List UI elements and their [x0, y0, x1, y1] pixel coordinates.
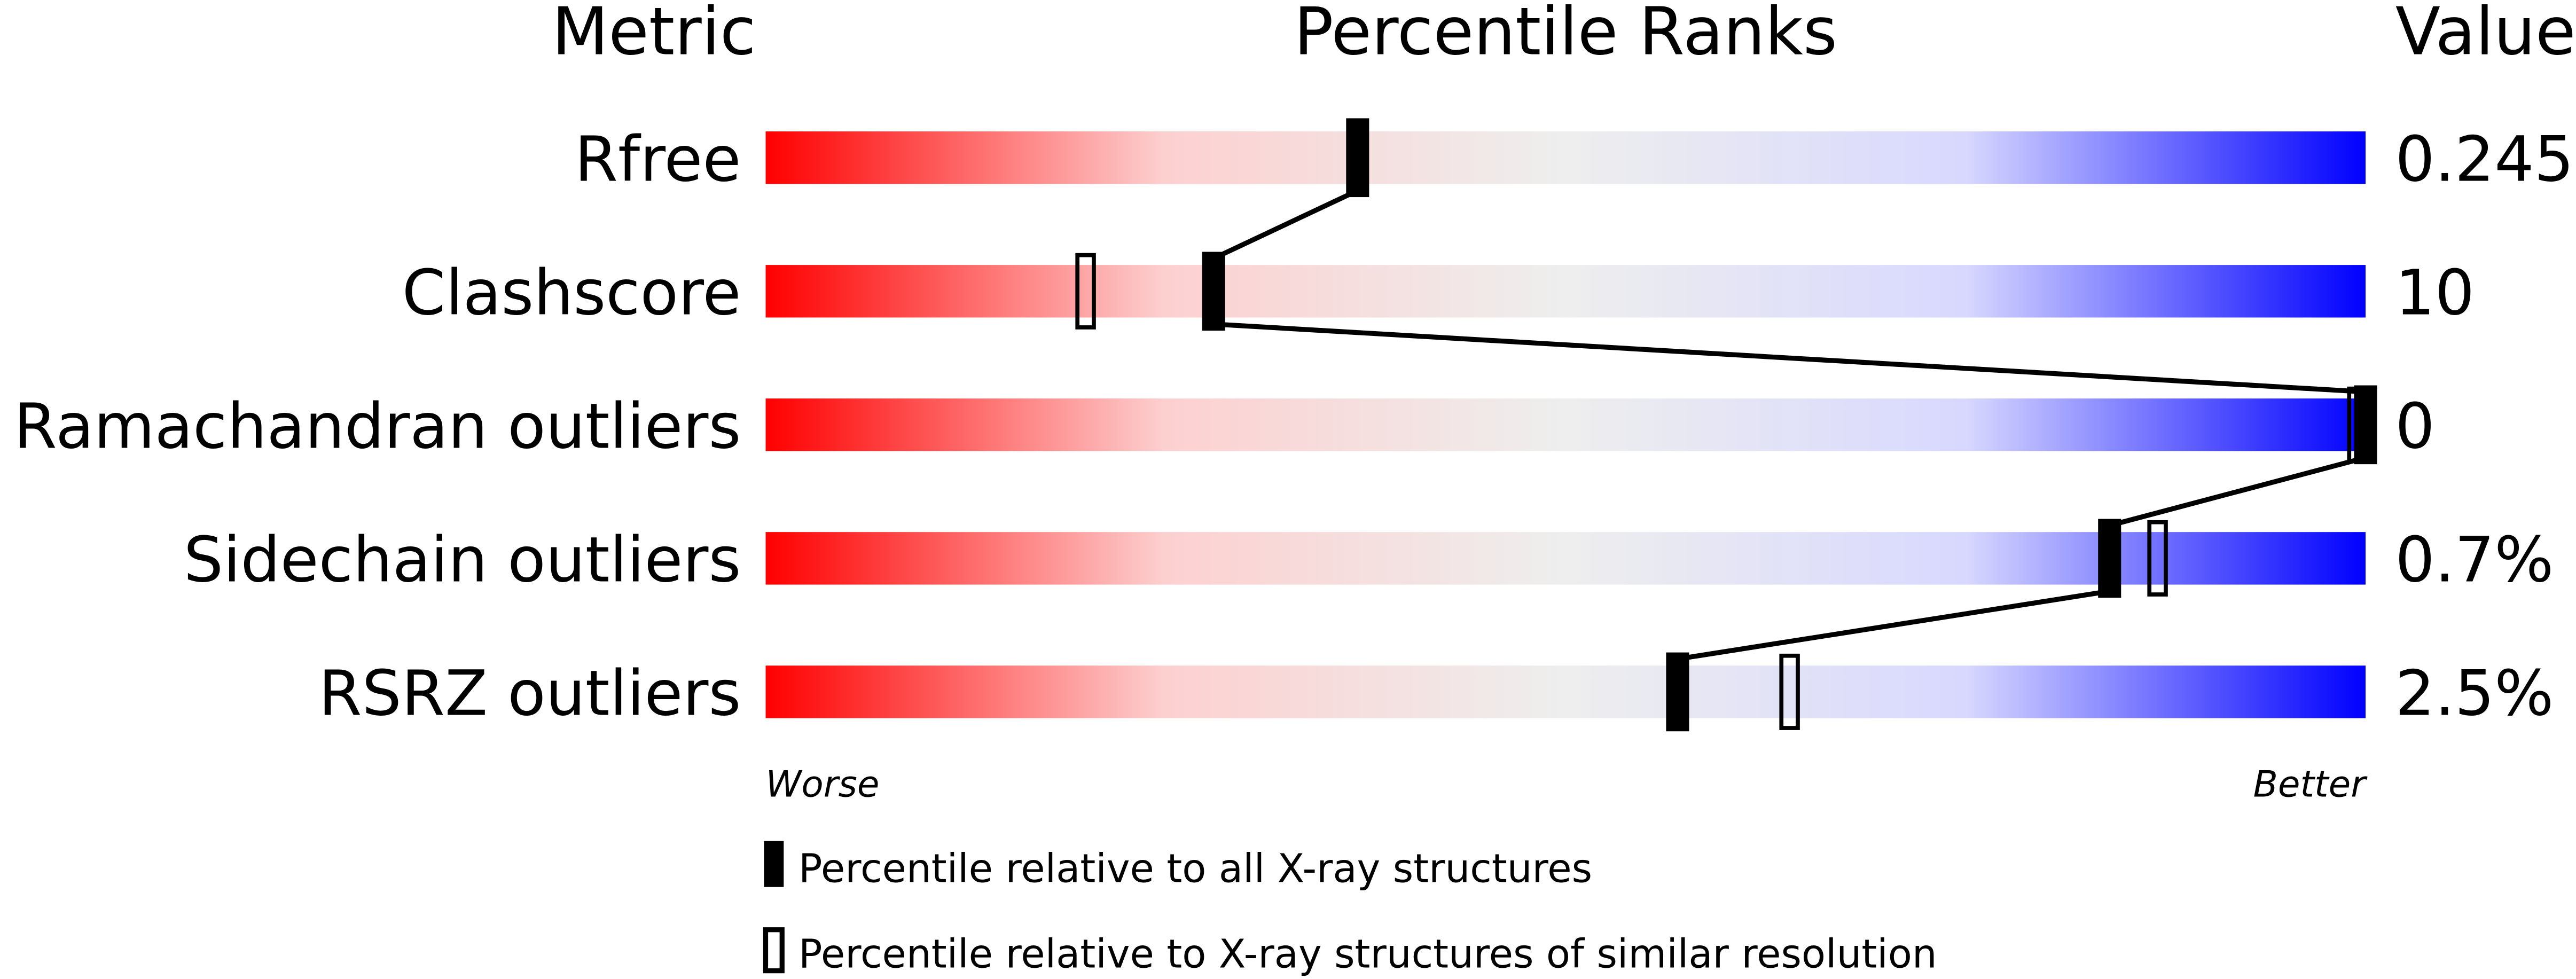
- percentile-bar: [765, 265, 2366, 318]
- header-percentile-ranks: Percentile Ranks: [1294, 0, 1837, 70]
- similar-resolution-marker: [1075, 253, 1096, 330]
- legend-all-label: Percentile relative to all X-ray structu…: [798, 846, 1592, 892]
- metric-label: Sidechain outliers: [184, 523, 741, 596]
- all-structures-marker: [1346, 118, 1369, 198]
- header-metric: Metric: [552, 0, 756, 70]
- legend-filled-marker-icon: [764, 841, 784, 887]
- percentile-bar: [765, 532, 2366, 585]
- metric-value: 0.245: [2395, 123, 2574, 195]
- all-structures-marker: [2098, 519, 2121, 598]
- metric-label: Ramachandran outliers: [13, 390, 741, 463]
- legend-open-marker-icon: [763, 927, 785, 974]
- metric-value: 0: [2395, 390, 2434, 463]
- all-structures-marker: [2354, 385, 2377, 465]
- marker-connector-line: [2109, 455, 2367, 528]
- percentile-bar: [765, 665, 2366, 718]
- marker-connector-line: [1677, 589, 2110, 662]
- metric-value: 0.7%: [2395, 523, 2554, 596]
- metric-value: 10: [2395, 256, 2475, 329]
- metric-label: RSRZ outliers: [318, 657, 741, 730]
- marker-connector-line: [1212, 188, 1359, 261]
- marker-connector-line: [1213, 322, 2366, 395]
- all-structures-marker: [1666, 652, 1689, 732]
- better-label: Better: [2253, 763, 2368, 805]
- header-value: Value: [2395, 0, 2576, 70]
- percentile-bar: [765, 398, 2366, 451]
- similar-resolution-marker: [1779, 653, 1800, 730]
- metric-value: 2.5%: [2395, 657, 2554, 730]
- legend-similar-label: Percentile relative to X-ray structures …: [798, 931, 1937, 977]
- similar-resolution-marker: [2147, 520, 2168, 597]
- worse-label: Worse: [765, 763, 879, 805]
- metric-label: Clashscore: [402, 256, 741, 329]
- metric-label: Rfree: [575, 123, 741, 195]
- all-structures-marker: [1202, 252, 1225, 331]
- percentile-bar: [765, 131, 2366, 184]
